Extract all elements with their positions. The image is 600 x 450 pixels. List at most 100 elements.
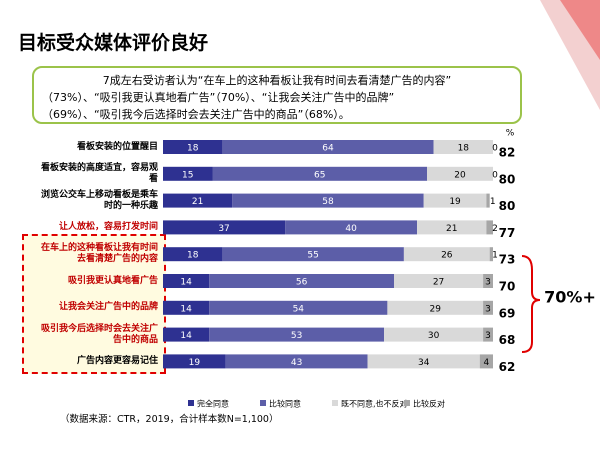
bar-segment [423,193,487,208]
total-label: 70 [499,280,516,294]
bar-segment [163,327,210,342]
category-label: 让我会关注广告中的品牌 [58,302,158,313]
bar-segment [232,193,424,208]
bar-segment [163,247,223,262]
legend-label: 既不同意,也不反对 [341,399,408,409]
total-label: 80 [499,199,516,213]
bar-segment [417,220,487,235]
value-label: 14 [180,331,192,341]
bar-segment [486,220,493,235]
legend-label: 完全同意 [197,399,229,409]
category-label: 吸引我更认真地看广告 [67,275,158,286]
value-label: 18 [187,144,199,154]
bar-segment [163,354,226,369]
bar-segment [209,274,394,288]
decor [560,0,600,60]
total-label: 82 [499,146,516,160]
total-label: 62 [499,360,516,374]
category-label: 看板安装的高度适宜，容易观看 [40,162,158,184]
value-label: 26 [441,251,453,261]
category-label: 广告内容更容易记住 [76,355,158,366]
callout: 7成左右受访者认为“在车上的这种看板让我有时间去看清楚广告的内容” （73%）、… [32,66,522,124]
value-label: 19 [449,197,461,207]
value-label: 1 [490,197,496,207]
value-label: 0 [492,144,498,154]
category-label: 吸引我今后选择时会去关注广告中的商品 [40,323,158,345]
bar-segment [209,300,388,315]
value-label: 34 [418,358,430,368]
value-label: 58 [322,197,334,207]
bar-segment [222,140,434,154]
callout-line: 7成左右受访者认为“在车上的这种看板让我有时间去看清楚广告的内容” [102,74,452,87]
value-label: 4 [484,358,490,368]
category-label: 让人放松，容易打发时间 [58,221,158,232]
bar-segment [163,274,210,288]
value-label: 53 [291,331,302,341]
legend-swatch [332,400,338,406]
value-label: 64 [322,144,334,154]
value-label: 1 [492,251,498,261]
value-label: 3 [485,278,491,288]
value-label: 3 [485,331,491,341]
value-label: 2 [492,224,498,234]
legend-swatch [404,400,410,406]
bar-segment [433,140,493,154]
bar-segment [209,327,385,342]
source: （数据来源：CTR，2019，合计样本数N=1,100） [60,414,279,425]
category-label: 看板安装的位置醒目 [76,141,158,152]
value-label: 3 [485,304,491,314]
total-label: 73 [499,253,516,267]
total-label: 69 [499,306,516,320]
callout-line: （69%）、“吸引我今后选择时会去关注广告中的商品”（68%）。 [42,108,350,121]
value-label: 21 [446,224,457,234]
bar-segment [163,220,286,235]
total-label: 80 [499,172,516,186]
title: 目标受众媒体评价良好 [18,32,209,54]
bar-segment [387,300,484,315]
bracket [521,255,541,353]
bar-segment [403,247,490,262]
bar-segment [483,300,493,315]
callout-line: （73%）、“吸引我更认真地看广告”（70%）、“让我会关注广告中的品牌” [42,91,395,104]
value-label: 40 [345,224,357,234]
category-label: 浏览公交车上移动看板是乘车时的一种乐趣 [40,189,158,211]
bar-segment [479,354,493,369]
legend-label: 比较同意 [269,399,301,409]
value-label: 19 [189,358,201,368]
value-label: 65 [314,170,325,180]
bar-segment [489,247,493,262]
category-label: 在车上的这种看板让我有时间去看清楚广告的内容 [40,243,158,265]
value-label: 0 [492,170,498,180]
value-label: 14 [180,304,192,314]
bar-segment [163,300,210,315]
value-label: 54 [293,304,305,314]
value-label: 14 [180,278,192,288]
value-label: 55 [307,251,318,261]
legend-swatch [188,400,194,406]
bar-segment [222,247,404,262]
value-label: 43 [291,358,302,368]
bar-segment [483,274,493,288]
annotation: 70%+ [544,288,596,307]
legend-label: 比较反对 [413,399,445,409]
value-label: 30 [428,331,440,341]
bar-segment [394,274,484,288]
bar-segment [427,166,493,181]
bar-segment [486,193,490,208]
value-label: 27 [433,278,444,288]
value-label: 21 [192,197,203,207]
totals-unit: % [506,129,515,139]
bar-segment [367,354,480,369]
value-label: 37 [218,224,229,234]
bar-segment [285,220,418,235]
bar-segment [163,166,213,181]
total-label: 77 [499,226,516,240]
bar-segment [212,166,427,181]
highlight-box [22,234,166,374]
value-label: 20 [454,170,466,180]
value-label: 29 [430,304,442,314]
value-label: 18 [187,251,199,261]
legend-swatch [260,400,266,406]
